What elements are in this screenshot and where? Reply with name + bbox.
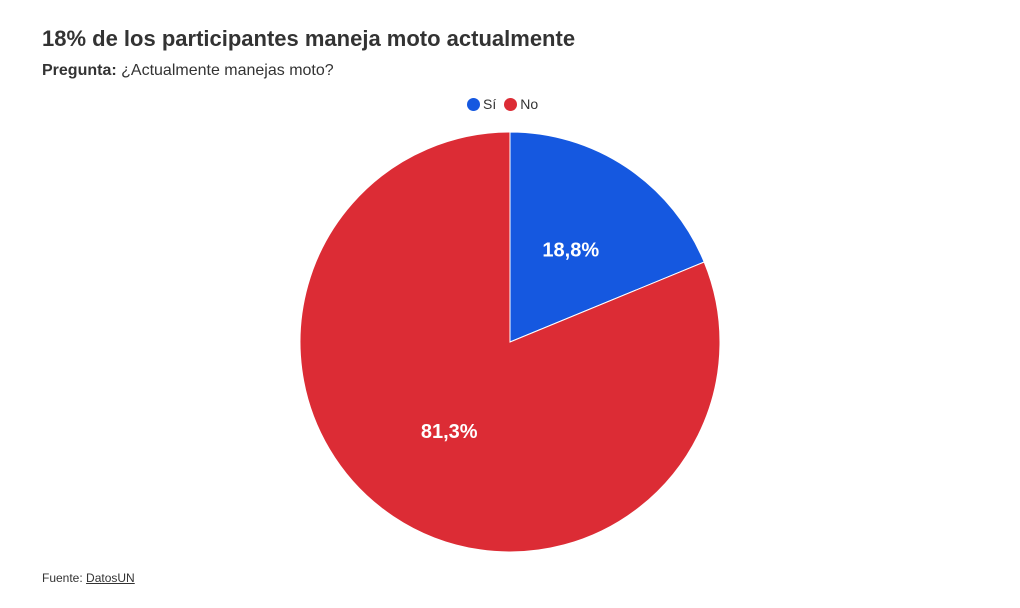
source-label: Fuente: xyxy=(42,571,83,585)
legend-item-no[interactable]: No xyxy=(504,96,538,112)
legend-dot-si xyxy=(467,97,480,111)
chart-legend: Sí No xyxy=(467,96,538,112)
chart-title: 18% de los participantes maneja moto act… xyxy=(42,26,576,51)
chart-subtitle: Pregunta: ¿Actualmente manejas moto? xyxy=(42,62,334,80)
source-link[interactable]: DatosUN xyxy=(86,571,135,585)
legend-item-si[interactable]: Sí xyxy=(467,96,496,112)
question-text: ¿Actualmente manejas moto? xyxy=(121,62,334,79)
legend-dot-no xyxy=(504,97,518,111)
pie-slice-si[interactable] xyxy=(509,131,705,343)
slice-label-no: 81,3% xyxy=(421,421,478,443)
slice-label-si: 18,8% xyxy=(542,240,599,262)
legend-label-si: Sí xyxy=(483,96,497,112)
source-footer: Fuente: DatosUN xyxy=(42,571,135,585)
pie-slice-no[interactable] xyxy=(299,131,721,553)
question-label: Pregunta: xyxy=(42,62,117,79)
legend-label-no: No xyxy=(520,96,539,112)
